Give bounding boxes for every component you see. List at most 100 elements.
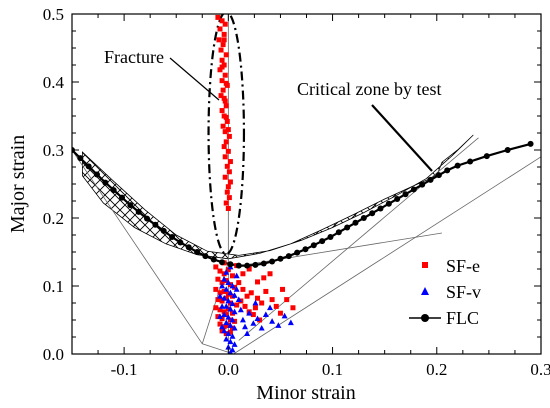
flc-point-19 <box>227 261 234 268</box>
flc-point-16 <box>202 253 209 260</box>
y-tick-label: 0.4 <box>43 73 65 92</box>
flc-point-8 <box>135 208 142 215</box>
sf-e-point-65 <box>213 305 219 311</box>
sf-e-point-7 <box>218 47 224 53</box>
sf-e-point-81 <box>227 329 233 335</box>
sf-e-point-3 <box>217 26 223 32</box>
sf-e-point-55 <box>213 286 219 292</box>
flc-point-46 <box>454 162 461 169</box>
x-axis-title: Minor strain <box>256 382 355 404</box>
legend-label-sf-v: SF-v <box>446 282 481 302</box>
sf-v-point-31 <box>219 323 226 330</box>
sf-e-point-73 <box>227 317 233 323</box>
sf-v-point-4 <box>227 289 234 296</box>
guide-line-2 <box>233 156 541 354</box>
sf-v-point-45 <box>281 312 288 319</box>
sf-v-point-41 <box>258 324 265 331</box>
sf-v-point-9 <box>223 303 230 309</box>
sf-e-point-40 <box>219 64 225 70</box>
sf-v-point-14 <box>229 316 236 323</box>
sf-v-point-23 <box>231 341 238 347</box>
sf-e-point-21 <box>224 118 230 124</box>
flc-point-13 <box>177 239 184 246</box>
sf-v-point-33 <box>235 296 242 302</box>
sf-e-point-86 <box>242 303 248 309</box>
sf-e-point-100 <box>280 286 286 292</box>
flc-point-49 <box>504 147 511 153</box>
sf-e-point-96 <box>273 303 279 309</box>
sf-v-point-37 <box>244 330 251 336</box>
flc-point-1 <box>77 155 84 162</box>
sf-e-point-61 <box>219 298 225 304</box>
sf-e-point-48 <box>225 267 231 273</box>
flc-point-40 <box>402 191 409 198</box>
legend-marker-sf-e <box>422 262 428 268</box>
sf-v-point-15 <box>223 319 230 326</box>
sf-e-point-97 <box>277 310 283 316</box>
sf-v-point-20 <box>229 333 236 339</box>
legend-label-sf-e: SF-e <box>446 256 480 276</box>
sf-e-point-80 <box>223 331 229 337</box>
sf-v-point-34 <box>237 306 244 313</box>
sf-e-point-46 <box>217 268 223 274</box>
sf-v-point-13 <box>225 314 232 320</box>
sf-e-point-45 <box>213 264 219 270</box>
sf-e-point-103 <box>240 271 246 277</box>
flc-point-29 <box>310 242 317 249</box>
flc-point-22 <box>252 261 259 268</box>
y-tick-label: 0.1 <box>43 277 64 296</box>
sf-e-point-77 <box>225 322 231 328</box>
critical-zone-pointer-line <box>371 104 433 172</box>
flc-point-47 <box>467 158 474 165</box>
sf-v-point-42 <box>262 311 269 317</box>
flc-point-14 <box>185 244 192 251</box>
x-tick-label: 0.0 <box>218 360 239 379</box>
sf-v-point-47 <box>267 304 274 311</box>
sf-e-point-94 <box>263 288 269 294</box>
sf-e-point-70 <box>215 314 221 320</box>
sf-v-point-24 <box>225 344 232 350</box>
sf-v-point-2 <box>229 282 236 289</box>
sf-e-point-11 <box>217 67 223 73</box>
sf-e-point-59 <box>230 293 236 299</box>
sf-v-point-32 <box>233 286 240 292</box>
sf-e-point-38 <box>225 205 231 211</box>
sf-v-point-3 <box>223 286 230 292</box>
flc-point-20 <box>235 262 242 269</box>
sf-e-point-102 <box>290 305 296 311</box>
sf-e-point-25 <box>223 139 229 145</box>
sf-e-point-68 <box>225 306 231 312</box>
flc-point-43 <box>427 176 434 183</box>
sf-e-point-42 <box>221 95 227 101</box>
x-tick-label: 0.2 <box>426 360 447 379</box>
sf-e-point-79 <box>219 328 225 334</box>
sf-v-point-1 <box>225 279 232 285</box>
legend-marker-flc <box>421 314 429 322</box>
sf-v-point-21 <box>223 335 230 342</box>
flc-point-2 <box>85 163 92 170</box>
flc-point-36 <box>369 210 376 217</box>
sf-e-point-39 <box>221 37 227 43</box>
flc-point-4 <box>102 179 109 186</box>
sf-e-point-91 <box>259 300 265 306</box>
flc-point-3 <box>94 171 101 178</box>
sf-e-point-1 <box>219 18 225 24</box>
sf-v-point-22 <box>227 338 234 345</box>
sf-e-point-107 <box>255 279 261 285</box>
sf-e-point-75 <box>217 321 223 327</box>
sf-e-point-12 <box>222 72 228 78</box>
y-tick-label: 0.2 <box>43 209 64 228</box>
sf-v-point-30 <box>216 313 223 319</box>
sf-e-point-51 <box>219 280 225 286</box>
sf-e-point-23 <box>222 129 228 135</box>
sf-e-point-36 <box>226 195 232 201</box>
sf-e-point-104 <box>246 266 252 272</box>
sf-e-point-31 <box>226 169 232 175</box>
sf-e-point-43 <box>223 114 229 120</box>
flc-point-34 <box>352 219 359 226</box>
sf-e-point-56 <box>217 290 223 296</box>
sf-e-point-26 <box>221 144 227 150</box>
y-tick-label: 0.0 <box>43 345 64 364</box>
flc-point-33 <box>344 224 351 231</box>
sf-e-point-24 <box>226 133 232 139</box>
